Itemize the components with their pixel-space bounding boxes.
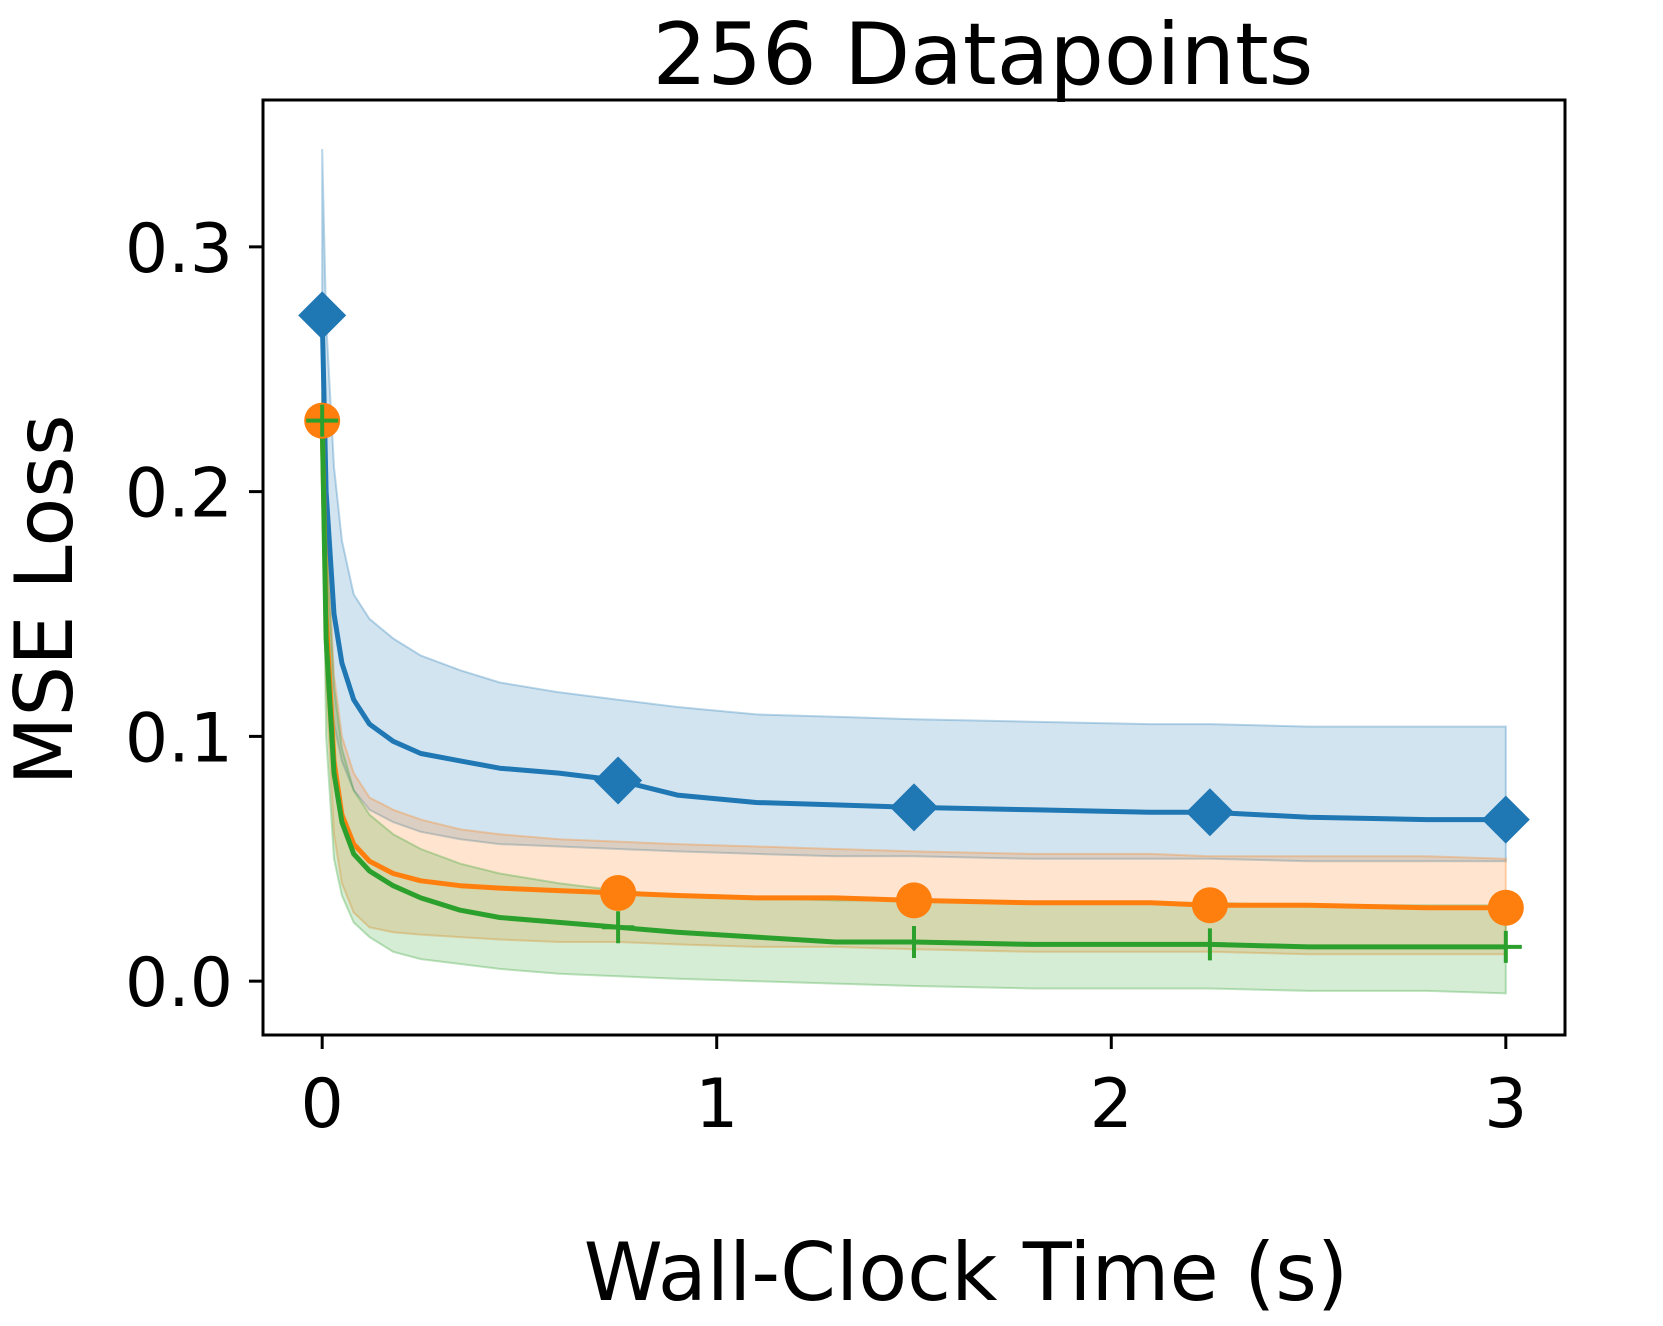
line-series-1 bbox=[319, 315, 1506, 823]
x-tick-label: 2 bbox=[1090, 1065, 1133, 1144]
y-tick-label: 0.2 bbox=[125, 455, 233, 534]
x-tick-label: 3 bbox=[1484, 1065, 1527, 1144]
line-series-2 bbox=[319, 420, 1506, 911]
confidence-bands bbox=[321, 148, 1507, 995]
y-axis-label: MSE Loss bbox=[0, 414, 91, 785]
x-tick-label: 0 bbox=[301, 1065, 344, 1144]
y-tick-label: 0.3 bbox=[125, 210, 233, 289]
x-tick-label: 1 bbox=[695, 1065, 738, 1144]
band-series-2 bbox=[321, 369, 1507, 956]
series-lines bbox=[319, 315, 1506, 950]
band-series-3 bbox=[321, 393, 1507, 995]
band-series-1 bbox=[321, 148, 1507, 863]
point-plus bbox=[1489, 930, 1522, 963]
series-markers bbox=[298, 291, 1530, 963]
y-axis: 0.0 0.1 0.2 0.3 bbox=[125, 210, 263, 1023]
point-diamond bbox=[1185, 788, 1234, 837]
point-diamond bbox=[1481, 795, 1530, 844]
plot-frame bbox=[261, 98, 1567, 1037]
point-diamond bbox=[298, 291, 347, 340]
x-axis: 0 1 2 3 bbox=[301, 1035, 1527, 1144]
point-plus bbox=[306, 404, 339, 437]
y-tick-label: 0.1 bbox=[125, 699, 233, 778]
point-circle bbox=[600, 875, 637, 912]
y-tick-label: 0.0 bbox=[125, 944, 233, 1023]
point-circle bbox=[1191, 887, 1228, 924]
line-series-3 bbox=[319, 420, 1506, 950]
x-axis-label: Wall-Clock Time (s) bbox=[584, 1226, 1348, 1319]
point-diamond bbox=[890, 783, 938, 832]
point-plus bbox=[602, 911, 635, 944]
point-circle bbox=[896, 882, 932, 919]
point-plus bbox=[898, 925, 930, 958]
point-plus bbox=[1193, 928, 1226, 961]
point-diamond bbox=[594, 756, 643, 805]
point-circle bbox=[1487, 889, 1524, 926]
chart-title: 256 Datapoints bbox=[653, 5, 1314, 105]
